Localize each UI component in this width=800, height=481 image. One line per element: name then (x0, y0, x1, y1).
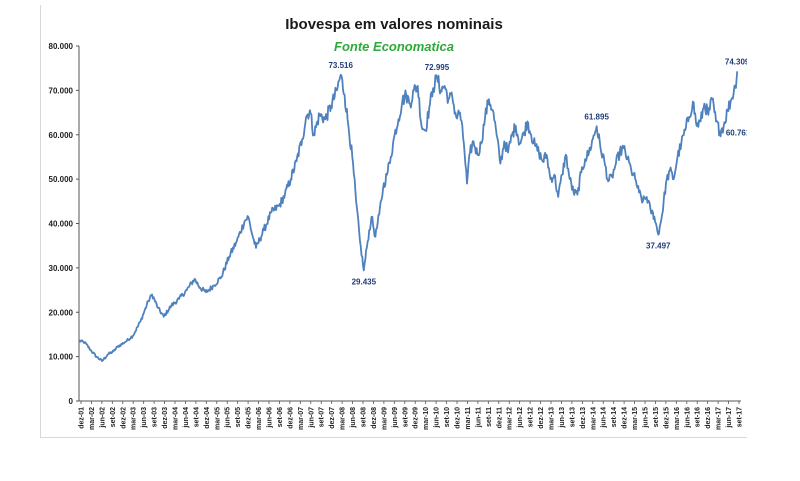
y-tick-label: 10.000 (49, 353, 74, 362)
x-tick-label: set-13 (569, 407, 576, 427)
x-tick-label: jun-08 (350, 407, 357, 429)
data-annotation: 73.516 (328, 61, 353, 70)
x-tick-label: jun-03 (141, 407, 148, 429)
data-annotation: 74.309 (725, 57, 747, 66)
y-axis: 0 10.000 20.000 30.000 40.000 50.000 60.000 70.… (49, 42, 80, 406)
x-tick-label: dez-11 (496, 407, 503, 429)
x-tick-label: jun-09 (392, 407, 399, 429)
x-tick-label: jun-14 (601, 407, 608, 429)
data-annotation: 29.435 (352, 277, 377, 286)
x-tick-label: dez-15 (663, 407, 670, 429)
x-tick-label: jun-05 (225, 407, 232, 429)
chart-subtitle: Fonte Economatica (334, 39, 454, 54)
x-tick-label: jun-12 (517, 407, 524, 429)
series-group (78, 71, 739, 363)
x-tick-label: set-09 (402, 407, 409, 427)
y-tick-label: 70.000 (49, 86, 74, 95)
x-tick-label: dez-10 (455, 407, 462, 429)
x-tick-label: mar-03 (131, 407, 138, 430)
x-tick-label: jun-06 (267, 407, 274, 429)
x-tick-label: mar-08 (340, 407, 347, 430)
x-tick-label: mar-04 (173, 407, 180, 430)
chart-svg: Ibovespa em valores nominais Fonte Econo… (49, 16, 747, 430)
data-annotation: 60.761 (726, 128, 747, 137)
y-tick-label: 20.000 (49, 308, 74, 317)
x-tick-label: dez-06 (287, 407, 294, 429)
x-tick-label: set-06 (277, 407, 284, 427)
x-tick-label: dez-02 (120, 407, 127, 429)
y-tick-label: 0 (69, 397, 74, 406)
x-tick-label: set-05 (235, 407, 242, 427)
x-tick-label: set-15 (653, 407, 660, 427)
x-tick-label: mar-09 (381, 407, 388, 430)
x-tick-label: mar-07 (298, 407, 305, 430)
x-tick-label: mar-14 (590, 407, 597, 430)
x-tick-label: dez-13 (580, 407, 587, 429)
series-line (78, 71, 739, 363)
x-tick-label: mar-17 (716, 407, 723, 430)
x-tick-label: mar-10 (423, 407, 430, 430)
x-tick-label: dez-01 (79, 407, 86, 429)
x-tick-label: dez-08 (371, 407, 378, 429)
x-tick-label: mar-05 (214, 407, 221, 430)
data-annotation: 37.497 (646, 242, 671, 251)
x-tick-label: set-16 (695, 407, 702, 427)
x-tick-label: mar-06 (256, 407, 263, 430)
x-tick-label: mar-15 (632, 407, 639, 430)
x-tick-label: set-03 (152, 407, 159, 427)
x-tick-label: set-08 (361, 407, 368, 427)
annotations: 73.516 29.435 72.995 61.895 37.497 60.761 74.3… (328, 57, 747, 286)
x-tick-label: jun-07 (308, 407, 315, 429)
x-tick-label: dez-09 (413, 407, 420, 429)
y-tick-label: 50.000 (49, 175, 74, 184)
x-tick-label: set-10 (444, 407, 451, 427)
x-tick-label: jun-17 (726, 407, 733, 429)
x-tick-label: jun-02 (99, 407, 106, 429)
x-tick-label: dez-16 (705, 407, 712, 429)
x-tick-label: jun-11 (475, 407, 482, 428)
x-tick-label: set-04 (193, 407, 200, 427)
x-tick-label: dez-07 (329, 407, 336, 429)
x-tick-label: jun-04 (183, 407, 190, 429)
x-tick-label: jun-16 (684, 407, 691, 429)
x-tick-label: mar-13 (549, 407, 556, 430)
x-tick-label: jun-13 (559, 407, 566, 429)
x-tick-label: set-02 (110, 407, 117, 427)
x-tick-label: dez-03 (162, 407, 169, 429)
y-tick-label: 80.000 (49, 42, 74, 51)
x-tick-label: mar-02 (89, 407, 96, 430)
x-tick-label: mar-16 (674, 407, 681, 430)
data-annotation: 61.895 (584, 112, 609, 121)
data-annotation: 72.995 (425, 63, 450, 72)
x-tick-label: dez-05 (246, 407, 253, 429)
x-tick-label: set-12 (528, 407, 535, 427)
x-tick-label: mar-11 (465, 407, 472, 430)
x-tick-label: set-14 (611, 407, 618, 427)
chart-title: Ibovespa em valores nominais (285, 16, 503, 33)
x-tick-label: dez-04 (204, 407, 211, 429)
y-tick-label: 60.000 (49, 131, 74, 140)
x-tick-label: set-07 (319, 407, 326, 427)
x-axis: dez-01 mar-02 jun-02 set-02 dez-02 mar-03 jun-… (79, 400, 744, 430)
y-tick-label: 30.000 (49, 264, 74, 273)
x-tick-label: dez-12 (538, 407, 545, 429)
y-tick-label: 40.000 (49, 220, 74, 229)
chart-area: Ibovespa em valores nominais Fonte Econo… (40, 5, 747, 438)
x-tick-label: jun-15 (643, 407, 650, 429)
x-tick-label: set-11 (486, 407, 493, 427)
x-tick-label: dez-14 (622, 407, 629, 429)
x-tick-label: mar-12 (507, 407, 514, 430)
x-tick-label: jun-10 (434, 407, 441, 429)
x-tick-label: set-17 (737, 407, 744, 427)
